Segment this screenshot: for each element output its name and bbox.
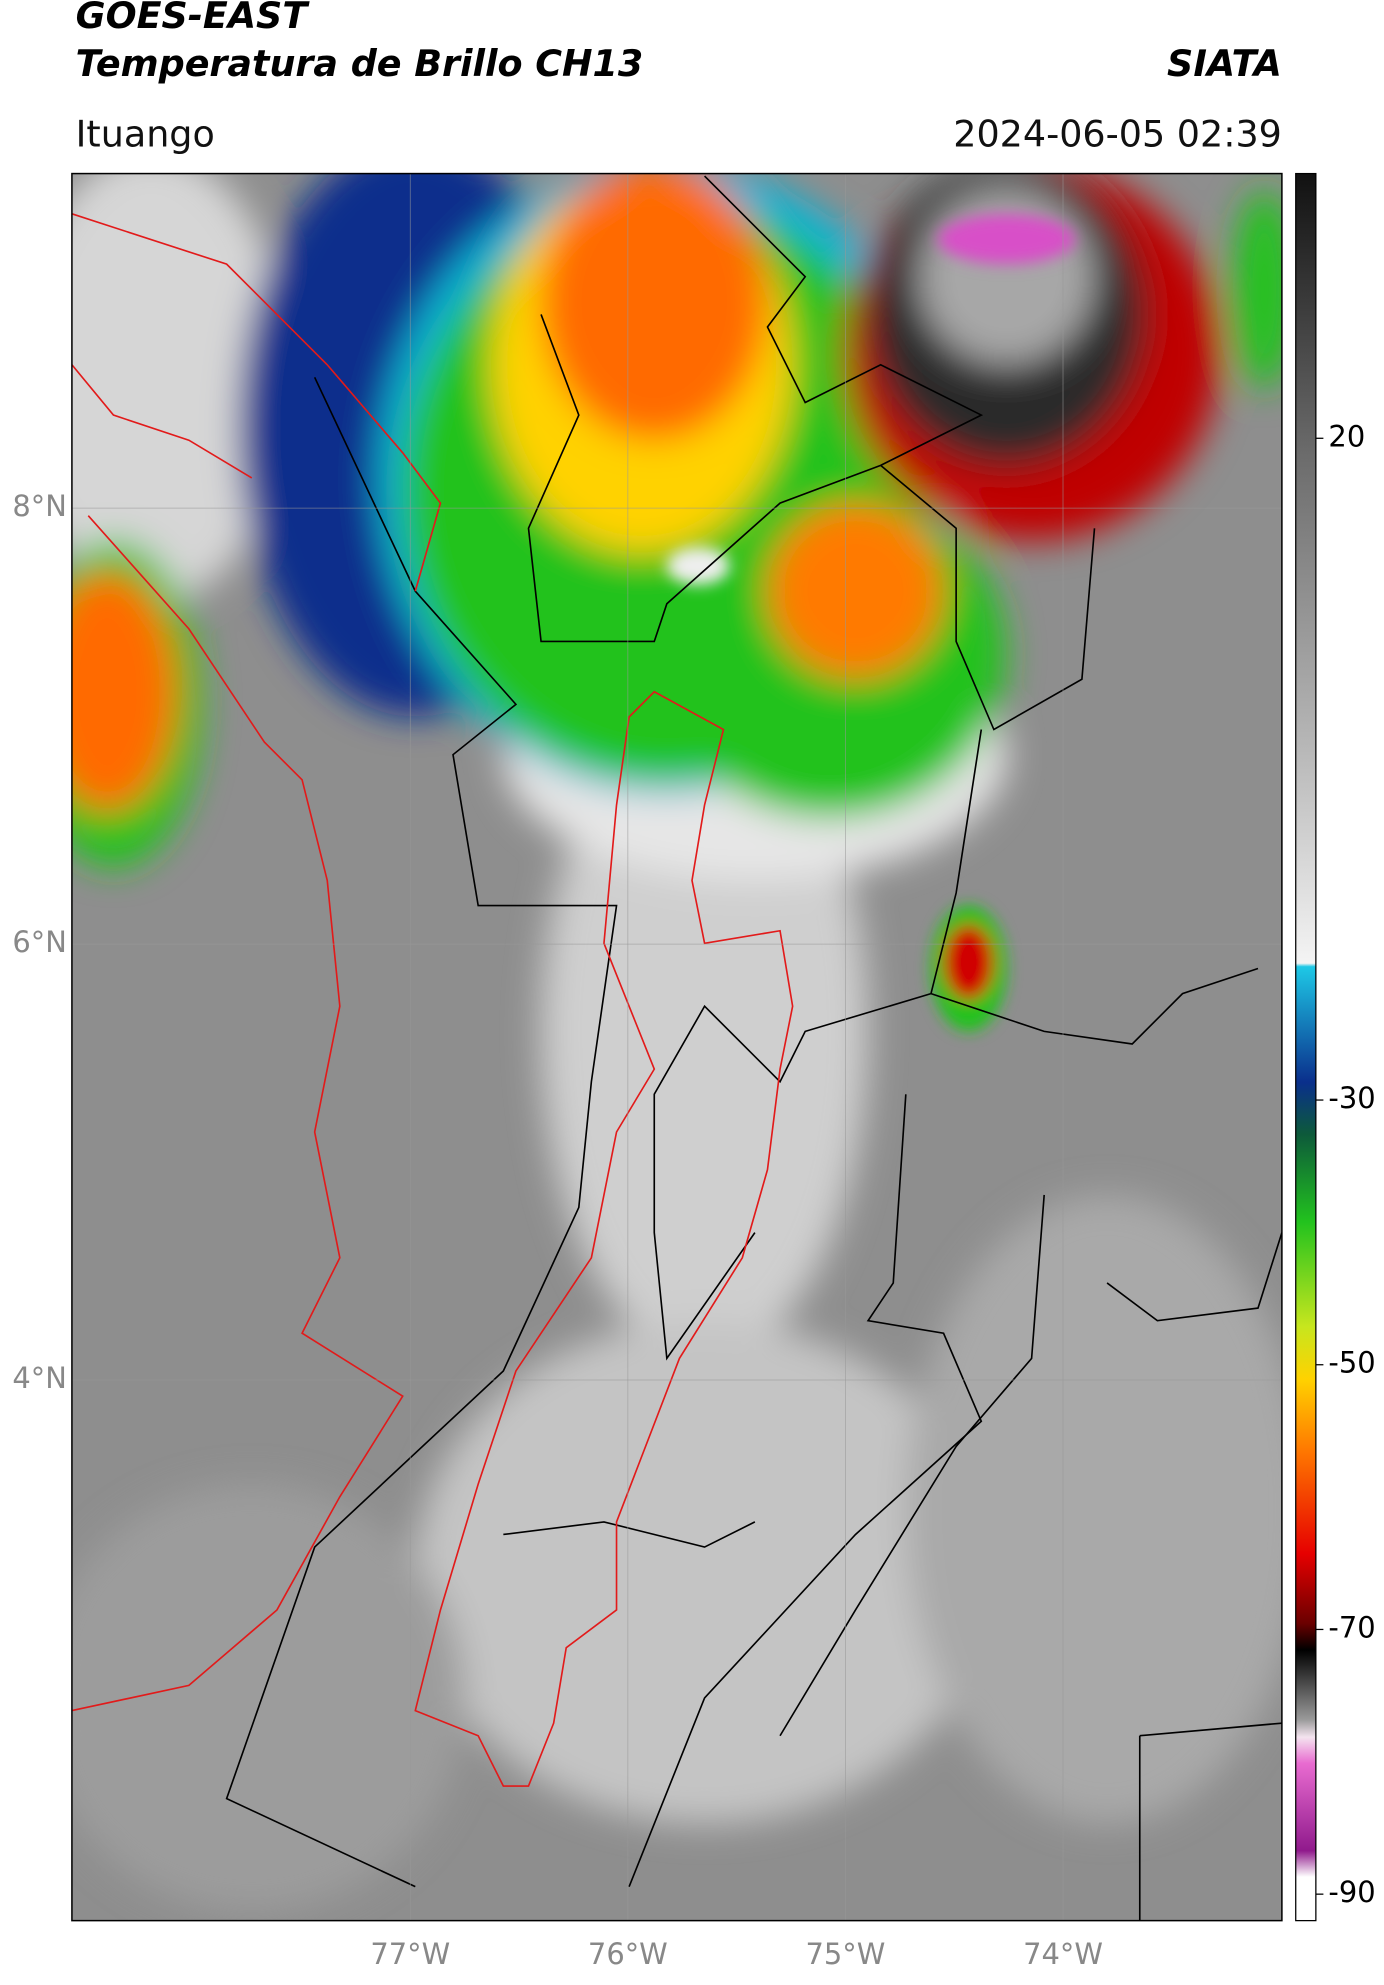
colorbar-ticks: 20 -30 -50 -70 -90 [1315,419,1376,1909]
lon-label: 75°W [806,1937,886,1971]
colorbar-tick-label: -50 [1328,1346,1375,1380]
brand: SIATA [1167,42,1282,85]
lon-label: 74°W [1023,1937,1103,1971]
colorbar-tick-label: -90 [1328,1875,1375,1909]
lon-label: 77°W [370,1937,450,1971]
location: Ituango [76,112,215,155]
datetime: 2024-06-05 02:39 [953,112,1282,155]
subtitle: Temperatura de Brillo CH13 [76,42,644,85]
colorbar-tick-label: -30 [1328,1081,1375,1115]
lat-label: 8°N [12,489,66,523]
map-frame [71,172,1283,1922]
map-imagery [71,173,1282,1921]
lat-label: 6°N [12,925,66,959]
colorbar-tick-label: -70 [1328,1610,1375,1644]
colorbar [1295,172,1317,1922]
lat-label: 4°N [12,1361,66,1395]
graticule [71,173,1282,1921]
colorbar-tick-label: 20 [1328,419,1365,453]
lon-label: 76°W [588,1937,668,1971]
title: GOES-EAST [76,0,311,37]
